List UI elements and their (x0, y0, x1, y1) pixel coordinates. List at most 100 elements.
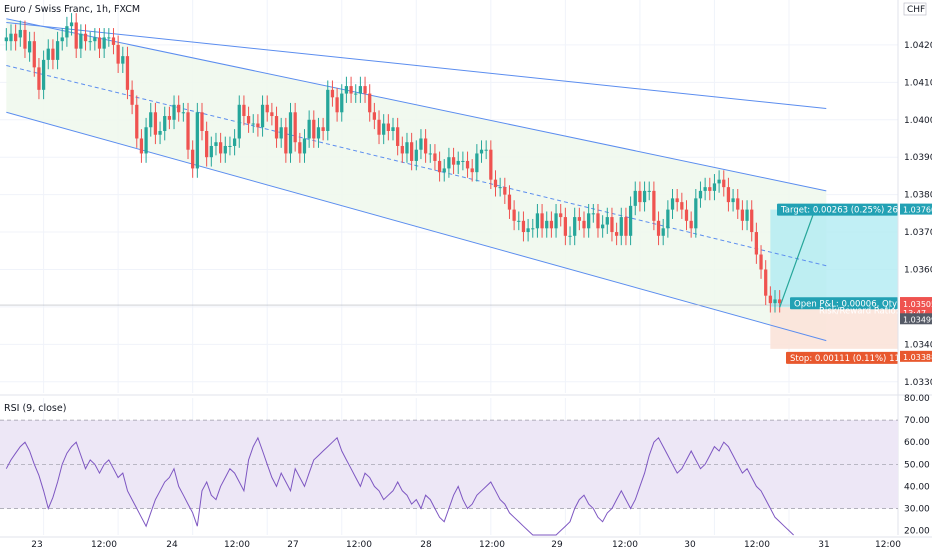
candle-body (186, 112, 190, 150)
candle-body (400, 145, 404, 154)
candle-body (51, 48, 55, 60)
candle-body (209, 145, 213, 158)
candle-body (442, 168, 446, 173)
candle-body (512, 209, 516, 221)
candle-body (759, 254, 763, 270)
open-pl-label: Open P&L: 0.00006, Qty: 225 (794, 299, 918, 309)
candle-body (535, 213, 540, 229)
candle-body (368, 93, 372, 113)
candle-body (591, 213, 595, 215)
time-tick: 28 (420, 540, 432, 550)
candle-body (461, 160, 465, 162)
candle-body (605, 217, 609, 225)
candle-body (9, 33, 13, 42)
price-tick: 1.03700 (904, 228, 932, 238)
time-tick: 12:00 (479, 540, 505, 550)
price-tick: 1.04200 (904, 41, 932, 51)
candle-body (158, 131, 162, 135)
time-tick: 12:00 (224, 540, 250, 550)
rsi-line (5, 436, 794, 536)
candle-body (330, 89, 335, 98)
candle-body (279, 127, 283, 139)
candle-body (717, 179, 721, 184)
candle-body (214, 142, 218, 146)
candle-body (177, 104, 181, 113)
candle-body (228, 145, 232, 147)
candle-body (307, 119, 311, 139)
candle-body (274, 116, 279, 139)
candle-body (661, 228, 665, 236)
candle-body (358, 86, 363, 94)
stop-price: 1.03388 (903, 353, 932, 362)
time-tick: 30 (684, 540, 696, 550)
price-tick: 1.04000 (904, 116, 932, 126)
candle-body (321, 127, 325, 131)
time-tick: 12:00 (875, 540, 901, 550)
candle-body (242, 104, 246, 117)
candle-body (610, 217, 614, 233)
candle-body (298, 142, 302, 154)
candle-body (363, 86, 367, 94)
candle-body (754, 232, 759, 255)
entry-badge (900, 313, 932, 325)
candle-body (41, 59, 46, 90)
candle-body (46, 48, 50, 60)
candle-body (540, 213, 544, 229)
candle-body (577, 217, 581, 221)
candle-body (684, 209, 689, 221)
candle-body (163, 116, 167, 131)
candle-body (708, 187, 712, 191)
candle-body (135, 104, 139, 139)
projection-line (779, 203, 818, 308)
candle-body (582, 220, 586, 229)
candle-body (144, 127, 148, 154)
price-axis-bg (898, 0, 932, 393)
candle-body (614, 232, 619, 236)
rsi-tick: 40.00 (904, 482, 930, 492)
candle-body (349, 86, 353, 94)
candle-body (726, 187, 731, 203)
candle-body (507, 194, 512, 210)
candle-body (670, 198, 675, 210)
price-axis: 1.04200 1.04100 1.04000 1.03900 1.03800 1.037… (898, 0, 932, 393)
candle-body (396, 127, 400, 146)
channel-upper-line (6, 18, 827, 192)
candle-body (479, 149, 484, 154)
candle-body (111, 37, 116, 45)
currency-label: CHF (907, 5, 925, 15)
price-tick: 1.03600 (904, 265, 932, 275)
target-label: Target: 0.00263 (0.25%) 26.3, Amou (780, 206, 932, 216)
candle-body (428, 153, 432, 155)
candle-body (60, 37, 64, 42)
candle-body (191, 149, 195, 169)
candle-body (218, 142, 223, 154)
candle-body (475, 153, 479, 173)
candle-body (740, 209, 745, 221)
candle-body (745, 209, 749, 221)
candle-body (587, 213, 591, 229)
candle-body (736, 198, 740, 210)
candle-body (23, 29, 27, 49)
candle-body (675, 198, 679, 203)
candle-body (559, 213, 563, 218)
rsi-tick: 70.00 (904, 416, 930, 426)
candle-body (237, 104, 241, 139)
candle-body (107, 37, 111, 39)
candle-body (372, 112, 376, 120)
candle-body (647, 190, 651, 192)
candle-body (130, 89, 134, 105)
candle-body (386, 123, 390, 131)
candle-body (382, 123, 386, 135)
candle-body (223, 145, 227, 154)
last-price-value: 1.03505 (903, 300, 932, 309)
candle-body (563, 217, 568, 236)
candle-body (568, 235, 572, 237)
candle-body (689, 220, 693, 229)
candle-body (181, 112, 185, 114)
candle-body (167, 116, 172, 120)
candle-body (265, 104, 269, 113)
candle-body (437, 160, 442, 173)
price-tick: 1.03400 (904, 340, 932, 350)
open-pl-label-bg (790, 297, 898, 310)
